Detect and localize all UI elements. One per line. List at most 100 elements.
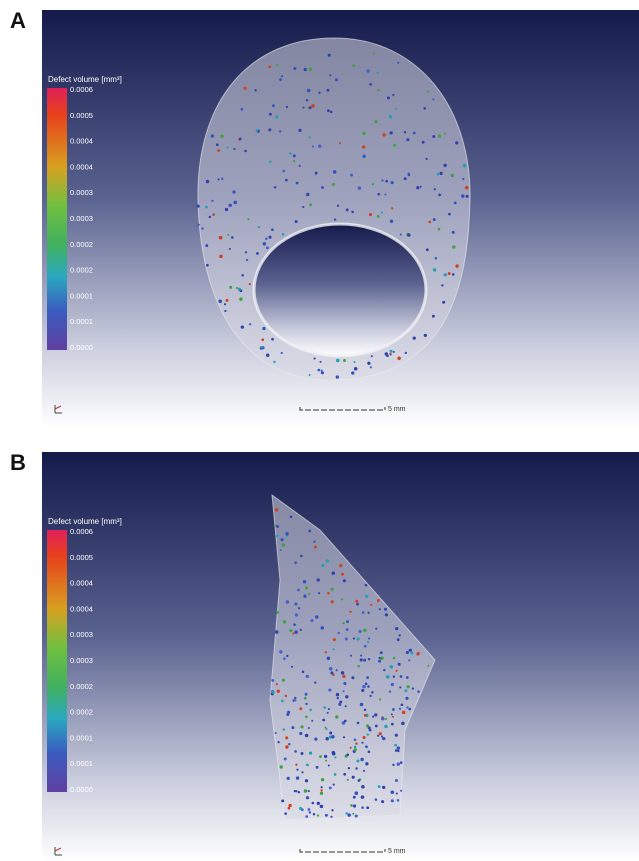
defect	[401, 703, 404, 706]
defect	[286, 713, 289, 716]
defect	[282, 233, 285, 236]
defect	[295, 764, 297, 766]
defect	[383, 669, 385, 671]
defect	[377, 72, 379, 74]
defect	[354, 748, 357, 751]
defect	[219, 236, 223, 240]
defect	[228, 204, 231, 207]
defect	[345, 705, 347, 707]
defect	[354, 739, 357, 742]
defect	[379, 732, 382, 735]
defect	[299, 807, 302, 810]
defect	[317, 369, 320, 372]
defect	[333, 638, 336, 641]
defect	[205, 206, 208, 209]
defect	[363, 770, 365, 772]
color-bar	[47, 530, 67, 792]
defect	[375, 627, 377, 629]
defect	[328, 764, 330, 766]
defect	[279, 78, 282, 81]
defect	[438, 194, 441, 197]
defect	[405, 352, 407, 354]
defect	[321, 186, 324, 189]
defect	[333, 783, 335, 785]
defect	[432, 315, 435, 318]
defect	[280, 765, 283, 768]
defect	[341, 598, 343, 600]
defect	[209, 216, 211, 218]
defect	[269, 113, 272, 116]
defect	[397, 62, 399, 64]
defect	[408, 659, 410, 661]
defect	[328, 688, 331, 691]
defect	[321, 564, 324, 567]
defect	[301, 771, 303, 773]
defect	[224, 303, 226, 305]
defect	[276, 64, 278, 66]
defect	[275, 508, 278, 511]
defect	[328, 708, 330, 710]
defect	[360, 758, 363, 761]
defect	[400, 790, 402, 792]
defect	[211, 200, 213, 202]
defect	[395, 779, 398, 782]
defect	[294, 750, 297, 753]
defect	[413, 132, 416, 135]
defect	[287, 777, 290, 780]
panel: BDefect volume [mm³]0.00060.00050.00040.…	[10, 450, 639, 861]
defect	[271, 228, 274, 231]
defect	[384, 608, 387, 611]
defect	[352, 776, 355, 779]
defect	[254, 89, 256, 91]
scale-label: 0.0002	[70, 266, 93, 275]
defect	[337, 632, 339, 634]
defect	[375, 798, 378, 801]
defect	[241, 325, 244, 328]
defect	[315, 615, 318, 618]
defect	[198, 224, 200, 226]
defect	[455, 264, 458, 267]
defect	[298, 129, 301, 132]
defect	[463, 164, 466, 167]
defect	[420, 186, 422, 188]
defect	[345, 638, 348, 641]
defect	[406, 138, 409, 141]
defect	[367, 641, 369, 643]
defect	[444, 133, 446, 135]
defect	[318, 92, 320, 94]
defect	[365, 762, 368, 765]
defect	[304, 789, 307, 792]
defect	[360, 658, 363, 661]
defect	[399, 686, 401, 688]
defect	[305, 703, 307, 705]
defect	[385, 613, 388, 616]
defect	[293, 67, 296, 70]
defect	[351, 371, 354, 374]
defect	[232, 190, 235, 193]
defect	[291, 726, 294, 729]
defect	[357, 722, 360, 725]
defect	[304, 68, 307, 71]
defect	[326, 559, 329, 562]
defect	[277, 690, 280, 693]
defect	[393, 657, 396, 660]
defect	[377, 193, 380, 196]
defect	[219, 255, 223, 259]
defect	[325, 814, 328, 817]
defect	[309, 136, 311, 138]
defect	[323, 706, 326, 709]
defect	[334, 218, 336, 220]
defect	[286, 106, 288, 108]
defect	[310, 619, 313, 622]
defect	[361, 806, 364, 809]
defect	[290, 516, 293, 519]
defect	[433, 268, 436, 271]
defect	[336, 375, 339, 378]
defect	[353, 361, 355, 363]
figure: ADefect volume [mm³]0.00060.00050.00040.…	[0, 0, 639, 861]
defect	[397, 638, 400, 641]
defect	[346, 753, 349, 756]
defect	[369, 213, 372, 216]
defect	[389, 353, 391, 355]
defect	[249, 283, 251, 285]
